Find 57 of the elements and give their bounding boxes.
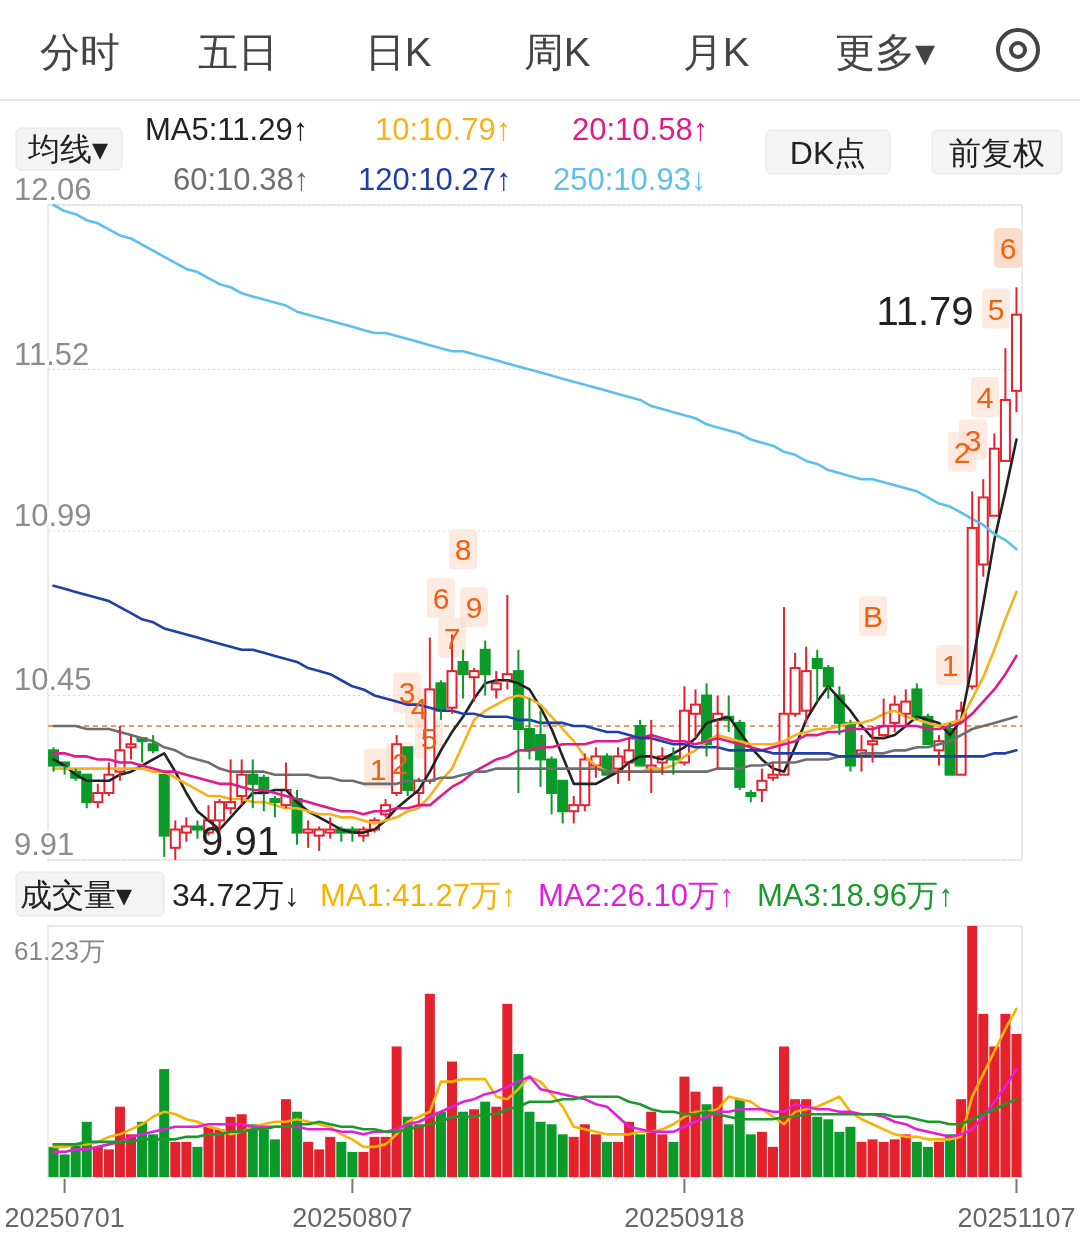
- y-tick-label: 12.06: [14, 172, 92, 207]
- bar: [701, 1104, 712, 1177]
- annotation: 61.23万: [14, 936, 106, 966]
- x-tick-label: 20250918: [624, 1203, 745, 1233]
- annotation: 9.91: [201, 819, 279, 863]
- annotation: 1: [369, 752, 387, 786]
- text: DK点: [789, 135, 867, 171]
- annotation: 1: [941, 649, 959, 683]
- bar: [446, 1061, 457, 1177]
- text: 更多▾: [834, 30, 936, 74]
- annotation: 8: [454, 533, 472, 567]
- y-tick-label: 10.99: [14, 497, 92, 533]
- x-tick-label: 20251107: [957, 1203, 1076, 1233]
- text: 120:10.27↑: [358, 162, 512, 197]
- bar: [933, 1141, 944, 1177]
- text: 60:10.38↑: [173, 162, 310, 197]
- bar: [435, 1111, 446, 1177]
- annotation: 7: [443, 621, 461, 655]
- bar: [203, 1126, 214, 1177]
- text: 月K: [682, 30, 750, 74]
- bar: [458, 1111, 469, 1177]
- annotation: 11.79: [876, 289, 974, 333]
- bar: [480, 1101, 491, 1177]
- text: 20:10.58↑: [572, 112, 709, 147]
- bar: [668, 1141, 679, 1177]
- y-tick-label: 11.52: [14, 336, 90, 372]
- annotation: 9: [465, 591, 483, 625]
- annotation: 5: [987, 292, 1005, 326]
- text: MA5:11.29↑: [145, 112, 309, 147]
- annotation: B: [862, 600, 884, 634]
- text: 34.72万↓: [172, 877, 301, 913]
- text: MA2:26.10万↑: [538, 878, 735, 913]
- text: 前复权: [949, 135, 1045, 171]
- text: 分时: [40, 30, 120, 74]
- text: 成交量▾: [19, 877, 133, 913]
- text: 250:10.93↓: [553, 162, 707, 197]
- annotation: 6: [432, 582, 450, 615]
- text: 日K: [364, 30, 432, 74]
- x-tick-label: 20250701: [4, 1203, 125, 1233]
- text: 均线▾: [26, 131, 109, 167]
- bar: [358, 1151, 369, 1177]
- text: 五日: [198, 30, 278, 74]
- bar: [280, 1099, 291, 1177]
- text: 10:10.79↑: [375, 112, 512, 147]
- text: 周K: [523, 30, 591, 74]
- annotation: 6: [999, 232, 1017, 265]
- annotation: 4: [976, 380, 994, 414]
- bar: [601, 1141, 612, 1177]
- y-tick-label: 10.45: [14, 662, 92, 698]
- y-tick-label: 9.91: [14, 827, 75, 862]
- bar: [635, 1134, 646, 1177]
- bar: [192, 1146, 203, 1177]
- annotation: 2: [391, 746, 409, 780]
- bar: [469, 1109, 480, 1177]
- x-tick-label: 20250807: [292, 1203, 413, 1233]
- text: MA3:18.96万↑: [757, 878, 954, 913]
- text: MA1:41.27万↑: [320, 878, 517, 913]
